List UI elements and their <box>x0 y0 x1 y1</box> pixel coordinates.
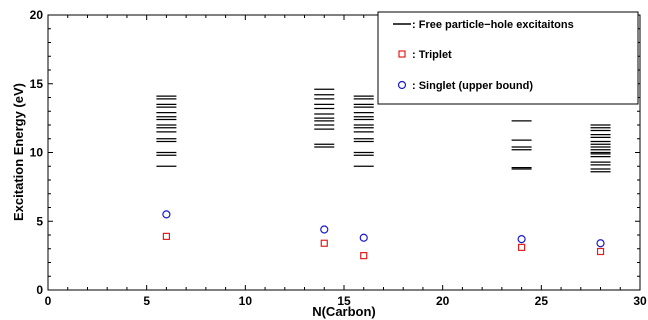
y-tick-label: 5 <box>36 214 43 228</box>
y-axis-label: Excitation Energy (eV) <box>11 83 26 221</box>
triplet-point <box>162 232 170 240</box>
triplet-point <box>360 252 368 260</box>
legend-label-triplet: : Triplet <box>412 49 452 61</box>
singlet-point <box>517 235 526 244</box>
x-tick-label: 0 <box>45 294 52 308</box>
y-tick-label: 15 <box>30 77 44 91</box>
x-tick-label: 30 <box>633 294 647 308</box>
triplet-point <box>320 239 328 247</box>
legend: : Free particle−hole excitaitons : Tripl… <box>377 11 639 105</box>
triplet-point <box>517 243 526 251</box>
tick-labels: 0 5 10 15 20 25 30 0 5 10 15 20 <box>30 8 647 308</box>
x-tick-label: 20 <box>436 294 450 308</box>
legend-singlet-marker <box>397 80 407 90</box>
legend-label-free-particle: : Free particle−hole excitaitons <box>412 19 574 31</box>
x-tick-label: 15 <box>337 294 351 308</box>
legend-label-singlet: : Singlet (upper bound) <box>412 80 533 92</box>
y-tick-label: 0 <box>36 283 43 297</box>
singlet-point <box>320 225 329 234</box>
legend-triplet-marker <box>398 50 406 58</box>
triplet-point <box>596 247 605 256</box>
x-tick-label: 10 <box>239 294 253 308</box>
y-tick-label: 20 <box>30 8 44 22</box>
x-tick-label: 5 <box>143 294 150 308</box>
x-tick-label: 25 <box>535 294 549 308</box>
legend-box <box>377 11 639 105</box>
x-axis-label: N(Carbon) <box>312 304 376 319</box>
singlet-point <box>359 233 368 242</box>
singlet-point <box>596 239 605 248</box>
data-marks <box>156 88 611 260</box>
singlet-point <box>162 210 171 219</box>
y-tick-label: 10 <box>30 146 44 160</box>
